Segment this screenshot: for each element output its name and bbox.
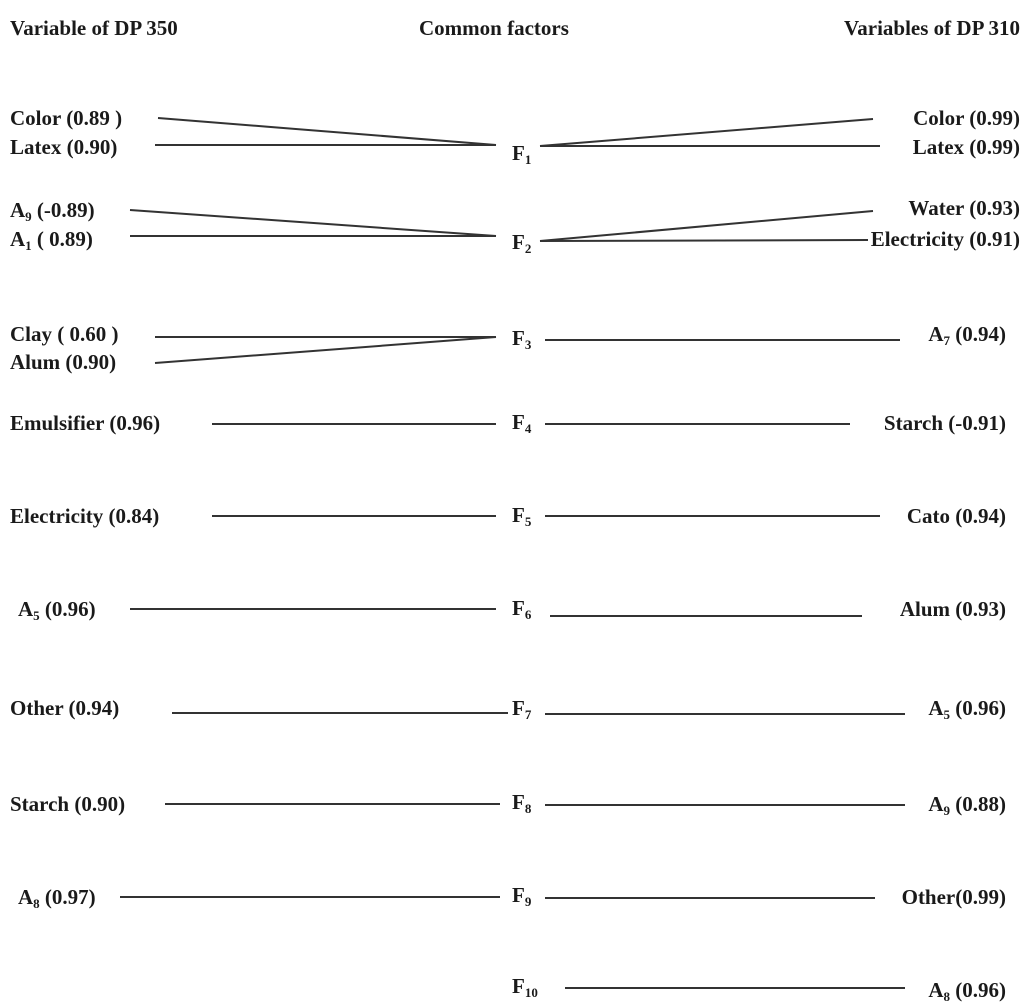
right-variable-4: A7 (0.94) bbox=[928, 322, 1006, 348]
right-variable-11: A8 (0.96) bbox=[928, 978, 1006, 1004]
left-link-2 bbox=[129, 209, 497, 237]
left-variable-2: A9 (-0.89) bbox=[10, 198, 95, 224]
right-variable-8: A5 (0.96) bbox=[928, 696, 1006, 722]
left-variable-0: Color (0.89 ) bbox=[10, 106, 123, 130]
header-right: Variables of DP 310 bbox=[844, 16, 1020, 40]
left-variable-6: Emulsifier (0.96) bbox=[10, 411, 161, 435]
left-variable-3: A1 ( 0.89) bbox=[10, 227, 93, 253]
factor-f9: F9 bbox=[512, 883, 532, 909]
header-left: Variable of DP 350 bbox=[10, 16, 178, 40]
right-link-2 bbox=[539, 210, 874, 242]
right-variable-7: Alum (0.93) bbox=[899, 597, 1006, 621]
header-center: Common factors bbox=[419, 16, 569, 40]
left-link-5 bbox=[154, 336, 497, 364]
left-variable-9: Other (0.94) bbox=[10, 696, 120, 720]
left-variable-4: Clay ( 0.60 ) bbox=[10, 322, 119, 346]
right-variable-1: Latex (0.99) bbox=[912, 135, 1020, 159]
left-variable-8: A5 (0.96) bbox=[18, 597, 96, 623]
factor-f1: F1 bbox=[512, 141, 532, 167]
left-variable-10: Starch (0.90) bbox=[10, 792, 126, 816]
factor-f4: F4 bbox=[512, 410, 532, 436]
factor-f7: F7 bbox=[512, 696, 532, 722]
factor-f2: F2 bbox=[512, 230, 532, 256]
factor-f8: F8 bbox=[512, 790, 532, 816]
right-link-3 bbox=[539, 239, 869, 242]
left-variable-7: Electricity (0.84) bbox=[10, 504, 160, 528]
right-variable-0: Color (0.99) bbox=[913, 106, 1020, 130]
right-variable-5: Starch (-0.91) bbox=[883, 411, 1006, 435]
left-variable-1: Latex (0.90) bbox=[10, 135, 118, 159]
left-variable-5: Alum (0.90) bbox=[10, 350, 117, 374]
right-variable-3: Electricity (0.91) bbox=[870, 227, 1020, 251]
right-variable-2: Water (0.93) bbox=[908, 196, 1020, 220]
left-link-0 bbox=[157, 117, 497, 146]
factor-f6: F6 bbox=[512, 596, 532, 622]
right-variable-6: Cato (0.94) bbox=[906, 504, 1006, 528]
factor-f3: F3 bbox=[512, 326, 532, 352]
right-variable-9: A9 (0.88) bbox=[928, 792, 1006, 818]
factor-f10: F10 bbox=[512, 974, 538, 1000]
factor-f5: F5 bbox=[512, 503, 532, 529]
right-link-0 bbox=[539, 118, 874, 147]
left-variable-11: A8 (0.97) bbox=[18, 885, 96, 911]
right-variable-10: Other(0.99) bbox=[901, 885, 1006, 909]
